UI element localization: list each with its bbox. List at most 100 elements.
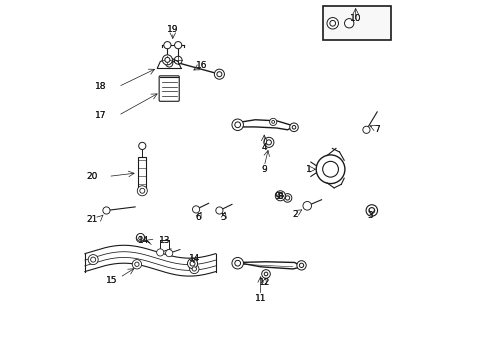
- Circle shape: [192, 267, 196, 271]
- Text: 4: 4: [261, 143, 266, 152]
- Text: 12: 12: [258, 278, 269, 287]
- Text: 12: 12: [258, 278, 269, 287]
- Circle shape: [322, 161, 338, 177]
- Text: 10: 10: [349, 14, 361, 23]
- Text: 11: 11: [254, 294, 266, 303]
- Text: 16: 16: [195, 61, 207, 70]
- Circle shape: [174, 41, 182, 49]
- Bar: [322, 6, 390, 40]
- Text: 5: 5: [220, 213, 225, 222]
- Text: 15: 15: [106, 276, 117, 285]
- Text: 7: 7: [373, 125, 379, 134]
- Circle shape: [88, 255, 98, 265]
- Text: 11: 11: [254, 294, 266, 303]
- Circle shape: [165, 249, 172, 257]
- Text: 9: 9: [261, 165, 266, 174]
- Text: 14: 14: [188, 255, 200, 264]
- Text: 9: 9: [273, 192, 279, 201]
- Text: 2: 2: [291, 210, 297, 219]
- Circle shape: [165, 60, 172, 67]
- Text: 4: 4: [261, 143, 266, 152]
- Circle shape: [362, 126, 369, 134]
- Circle shape: [266, 140, 271, 145]
- Circle shape: [299, 263, 303, 267]
- Text: 10: 10: [349, 14, 361, 23]
- Circle shape: [296, 261, 305, 270]
- Text: 18: 18: [94, 82, 106, 91]
- Text: 21: 21: [86, 215, 98, 224]
- Text: 1: 1: [305, 165, 311, 174]
- Text: 14: 14: [188, 255, 200, 264]
- Text: 13: 13: [159, 237, 170, 246]
- FancyBboxPatch shape: [159, 76, 179, 101]
- Circle shape: [303, 202, 311, 210]
- Circle shape: [162, 55, 172, 65]
- Circle shape: [316, 155, 344, 184]
- Circle shape: [217, 72, 222, 77]
- Text: 14: 14: [138, 237, 149, 246]
- Text: 19: 19: [167, 25, 178, 34]
- Text: 14: 14: [138, 237, 149, 246]
- Circle shape: [139, 236, 142, 240]
- Circle shape: [231, 257, 243, 269]
- Text: 8: 8: [277, 192, 283, 201]
- Text: 17: 17: [94, 111, 106, 120]
- Circle shape: [132, 260, 142, 269]
- Text: 18: 18: [94, 82, 106, 91]
- Circle shape: [136, 234, 144, 242]
- Text: 6: 6: [195, 213, 201, 222]
- Circle shape: [189, 264, 199, 274]
- Text: 17: 17: [94, 111, 106, 120]
- Circle shape: [90, 257, 96, 262]
- Text: 9: 9: [261, 165, 266, 174]
- Circle shape: [187, 258, 197, 269]
- Circle shape: [214, 69, 224, 79]
- Circle shape: [234, 260, 240, 266]
- Bar: [138, 157, 146, 189]
- Circle shape: [292, 126, 295, 129]
- Text: 19: 19: [167, 25, 178, 34]
- Circle shape: [174, 56, 182, 64]
- Text: 5: 5: [220, 213, 225, 222]
- Circle shape: [234, 122, 240, 128]
- Circle shape: [326, 18, 338, 29]
- Circle shape: [231, 119, 243, 131]
- Circle shape: [344, 19, 353, 28]
- Text: 21: 21: [86, 215, 98, 224]
- Circle shape: [289, 123, 298, 132]
- Text: 20: 20: [86, 172, 98, 181]
- Circle shape: [277, 193, 282, 198]
- Circle shape: [264, 272, 267, 276]
- Text: 3: 3: [366, 211, 372, 220]
- Circle shape: [137, 186, 147, 196]
- Circle shape: [285, 196, 289, 200]
- Circle shape: [136, 233, 144, 241]
- Text: 3: 3: [366, 211, 372, 220]
- Text: 13: 13: [159, 237, 170, 246]
- Circle shape: [283, 194, 291, 202]
- Circle shape: [140, 188, 144, 193]
- Circle shape: [271, 121, 274, 123]
- Circle shape: [329, 21, 335, 26]
- Circle shape: [275, 191, 285, 201]
- Circle shape: [163, 56, 171, 64]
- Text: 15: 15: [106, 276, 117, 285]
- Text: 20: 20: [86, 172, 98, 181]
- Text: 16: 16: [195, 61, 207, 70]
- Text: 1: 1: [305, 165, 311, 174]
- Circle shape: [264, 137, 273, 147]
- Text: 7: 7: [373, 125, 379, 134]
- Circle shape: [192, 206, 199, 213]
- Circle shape: [156, 249, 163, 256]
- Circle shape: [366, 205, 377, 216]
- Circle shape: [368, 208, 374, 213]
- Text: 6: 6: [195, 213, 201, 222]
- Circle shape: [164, 57, 169, 62]
- Text: 9: 9: [273, 192, 279, 201]
- Circle shape: [102, 207, 110, 214]
- Text: 8: 8: [277, 192, 283, 201]
- Circle shape: [215, 207, 223, 214]
- Circle shape: [163, 41, 171, 49]
- Circle shape: [139, 142, 145, 149]
- Circle shape: [190, 261, 195, 266]
